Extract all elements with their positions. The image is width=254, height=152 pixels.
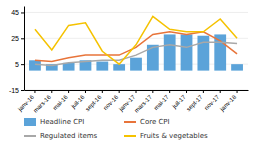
plot: -15 5 25 45 janv-16mars-16mai-16juil-16sept-… [9, 7, 249, 114]
x-tick: mars-16 [32, 90, 52, 114]
bar [29, 60, 41, 70]
x-tick: juil-16 [69, 90, 86, 110]
x-tick-mark [119, 90, 120, 93]
bar [197, 36, 209, 71]
y-tick-mark [21, 12, 24, 13]
legend-label: Fruits & vegetables [140, 132, 208, 140]
x-tick-mark [237, 90, 238, 93]
y-tick: 5 [15, 61, 24, 68]
grid [24, 12, 248, 90]
y-tick-label: -15 [9, 87, 19, 94]
legend-item: Headline CPI [24, 118, 84, 126]
bar [164, 34, 176, 70]
legend-label: Core CPI [140, 118, 170, 126]
y-tick-mark [21, 38, 24, 39]
legend-swatch [24, 135, 36, 137]
x-tick-label: nov-17 [203, 93, 221, 111]
bar [231, 64, 243, 70]
grid-line [24, 12, 248, 13]
x-tick-mark [68, 90, 69, 93]
legend-item: Core CPI [124, 118, 170, 126]
legend-item: Fruits & vegetables [124, 132, 208, 140]
x-tick: sept-16 [84, 90, 103, 112]
chart: -15 5 25 45 janv-16mars-16mai-16juil-16sept-… [0, 0, 254, 152]
x-tick-label: mai-16 [52, 93, 70, 111]
x-tick: mai-16 [52, 90, 70, 111]
y-tick-label: 25 [11, 35, 19, 42]
y-axis: -15 5 25 45 [9, 7, 25, 94]
x-tick-mark [102, 90, 103, 93]
x-tick-label: mars-17 [133, 93, 153, 113]
y-tick-mark [21, 64, 24, 65]
y-tick-label: 45 [11, 9, 19, 16]
marks [29, 16, 243, 70]
legend-item: Regulated items [24, 132, 98, 140]
legend-label: Regulated items [40, 132, 98, 140]
x-tick: mars-17 [133, 90, 153, 114]
x-tick: sept-17 [185, 90, 204, 112]
x-tick-mark [85, 90, 86, 93]
bar [130, 58, 142, 71]
bar [96, 62, 108, 71]
x-tick-mark [136, 90, 137, 93]
line [35, 32, 237, 62]
legend-label: Headline CPI [40, 118, 84, 126]
x-tick-mark [51, 90, 52, 93]
y-tick: -15 [9, 87, 24, 94]
bar [181, 34, 193, 70]
x-tick-label: mars-16 [32, 93, 52, 113]
bar-series [29, 34, 243, 70]
x-tick: mai-17 [153, 90, 171, 111]
x-tick-label: janv-18 [218, 93, 237, 112]
x-tick-mark [152, 90, 153, 93]
x-tick-mark [203, 90, 204, 93]
x-tick-label: mai-17 [153, 93, 171, 111]
x-tick-label: nov-16 [102, 93, 120, 111]
x-tick-mark [220, 90, 221, 93]
x-axis: janv-16mars-16mai-16juil-16sept-16nov-16… [16, 90, 248, 114]
legend: Headline CPI Core CPI Regulated items Fruit… [24, 118, 208, 140]
legend-swatch [124, 135, 136, 137]
bar [214, 34, 226, 70]
x-tick: janv-18 [218, 90, 237, 113]
x-tick-mark [34, 90, 35, 93]
legend-swatch [24, 118, 36, 126]
bar [113, 64, 125, 70]
y-tick-label: 5 [15, 61, 19, 68]
line [35, 16, 237, 64]
x-tick-mark [169, 90, 170, 93]
y-tick: 45 [11, 9, 24, 16]
y-axis-line [24, 7, 25, 91]
legend-swatch [124, 121, 136, 123]
x-tick: juil-17 [170, 90, 187, 110]
y-tick-mark [21, 90, 24, 91]
x-tick-label: sept-17 [185, 93, 204, 112]
x-tick-mark [186, 90, 187, 93]
x-tick-label: sept-16 [84, 93, 103, 112]
y-tick: 25 [11, 35, 24, 42]
